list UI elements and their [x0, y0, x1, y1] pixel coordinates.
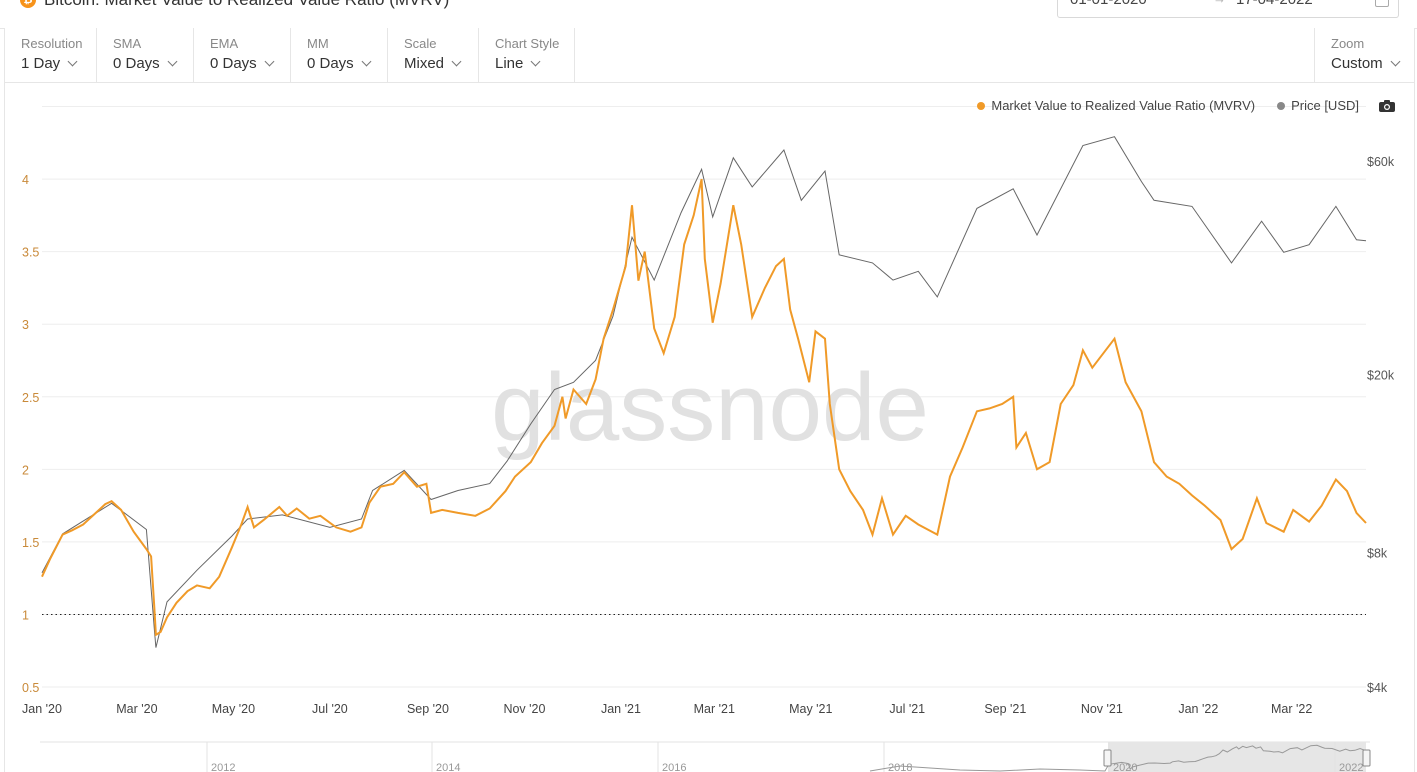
x-axis-tick-label: Sep '20	[407, 702, 449, 716]
chart-frame	[4, 83, 1415, 772]
x-axis-tick-label: Sep '21	[984, 702, 1026, 716]
chart-title: Bitcoin: Market Value to Realized Value …	[44, 0, 449, 10]
mvrv-series-line	[41, 178, 1367, 637]
legend-item-price[interactable]: Price [USD]	[1277, 98, 1359, 113]
chart-legend: Market Value to Realized Value Ratio (MV…	[977, 98, 1359, 113]
scale-label: Scale	[404, 36, 437, 51]
chart-style-dropdown[interactable]: Chart Style Line	[479, 28, 575, 82]
left-axis-ticks: 0.5 1 1.5 2 2.5 3 3.5 4	[22, 173, 39, 695]
navigator-price-line	[869, 744, 1366, 772]
chart-style-value: Line	[495, 55, 541, 72]
title-wrap: ₿ Bitcoin: Market Value to Realized Valu…	[20, 0, 449, 10]
camera-icon[interactable]	[1378, 99, 1396, 113]
chart-header: ₿ Bitcoin: Market Value to Realized Valu…	[0, 0, 1417, 29]
arrow-right-icon: →	[1213, 0, 1226, 6]
chart-controls: Resolution 1 Day SMA 0 Days EMA 0 Days M…	[4, 28, 1415, 83]
legend-item-mvrv[interactable]: Market Value to Realized Value Ratio (MV…	[977, 98, 1255, 113]
x-axis-tick-label: Jul '21	[889, 702, 925, 716]
x-axis-tick-label: Nov '20	[503, 702, 545, 716]
scale-dropdown[interactable]: Scale Mixed	[388, 28, 479, 82]
x-axis-tick-label: Jan '21	[601, 702, 641, 716]
right-axis-tick-label: $4k	[1367, 681, 1388, 695]
zoom-dropdown[interactable]: Zoom Custom	[1314, 28, 1414, 82]
navigator-left-handle[interactable]	[1103, 749, 1112, 767]
scale-value: Mixed	[404, 55, 462, 72]
left-axis-tick-label: 2	[22, 463, 29, 477]
bitcoin-icon: ₿	[20, 0, 36, 8]
x-axis-tick-label: Jan '20	[22, 702, 62, 716]
navigator-year-label: 2016	[662, 762, 686, 772]
resolution-label: Resolution	[21, 36, 83, 51]
navigator-window[interactable]	[1108, 742, 1366, 772]
left-axis-tick-label: 0.5	[22, 681, 39, 695]
mm-label: MM	[307, 36, 329, 51]
navigator-year-label: 2012	[211, 762, 235, 772]
x-axis-tick-label: Mar '22	[1271, 702, 1312, 716]
resolution-value: 1 Day	[21, 55, 78, 72]
resolution-dropdown[interactable]: Resolution 1 Day	[5, 28, 97, 82]
mm-dropdown[interactable]: MM 0 Days	[291, 28, 388, 82]
calendar-icon[interactable]	[1375, 0, 1389, 7]
x-axis-tick-label: Jul '20	[312, 702, 348, 716]
right-axis-ticks: $4k $8k $20k $60k	[1367, 155, 1395, 695]
zoom-value: Custom	[1331, 55, 1401, 72]
date-end-input[interactable]: 17-04-2022	[1236, 0, 1313, 8]
navigator-right-handle[interactable]	[1362, 749, 1371, 767]
mm-value: 0 Days	[307, 55, 372, 72]
range-navigator[interactable]: 2012 2014 2016 2018 2020 2022	[40, 741, 1371, 772]
x-axis-tick-label: Mar '20	[116, 702, 157, 716]
right-axis-tick-label: $8k	[1367, 546, 1388, 560]
ema-value: 0 Days	[210, 55, 275, 72]
ema-label: EMA	[210, 36, 239, 51]
left-axis-tick-label: 1	[22, 608, 29, 622]
navigator-year-label: 2020	[1113, 762, 1137, 772]
sma-value: 0 Days	[113, 55, 178, 72]
x-axis-tick-label: May '20	[212, 702, 255, 716]
watermark: glassnode	[491, 354, 929, 461]
legend-swatch	[977, 101, 986, 110]
navigator-year-label: 2014	[436, 762, 460, 772]
x-axis-tick-label: May '21	[789, 702, 832, 716]
right-axis-tick-label: $60k	[1367, 155, 1395, 169]
chart-style-label: Chart Style	[495, 36, 560, 51]
x-axis-tick-label: Jan '22	[1178, 702, 1218, 716]
left-axis-tick-label: 2.5	[22, 391, 39, 405]
sma-dropdown[interactable]: SMA 0 Days	[97, 28, 194, 82]
x-axis-tick-label: Mar '21	[694, 702, 735, 716]
left-axis-tick-label: 3.5	[22, 246, 39, 260]
navigator-year-label: 2022	[1339, 762, 1363, 772]
zoom-label: Zoom	[1331, 36, 1365, 51]
navigator-year-labels: 2012 2014 2016 2018 2020 2022	[206, 742, 1363, 772]
legend-label: Market Value to Realized Value Ratio (MV…	[991, 98, 1256, 113]
x-axis-ticks: Jan '20 Mar '20 May '20 Jul '20 Sep '20 Nov '…	[22, 702, 1312, 716]
date-range-picker[interactable]: 01-01-2020 → 17-04-2022	[1057, 0, 1399, 18]
date-start-input[interactable]: 01-01-2020	[1070, 0, 1147, 8]
left-axis-tick-label: 4	[22, 173, 29, 187]
legend-swatch	[1277, 101, 1286, 110]
left-axis-tick-label: 3	[22, 318, 29, 332]
navigator-year-label: 2018	[888, 762, 912, 772]
sma-label: SMA	[113, 36, 142, 51]
right-axis-tick-label: $20k	[1367, 368, 1395, 382]
x-axis-tick-label: Nov '21	[1081, 702, 1123, 716]
left-axis-tick-label: 1.5	[22, 536, 39, 550]
legend-label: Price [USD]	[1291, 98, 1359, 113]
ema-dropdown[interactable]: EMA 0 Days	[194, 28, 291, 82]
price-series-line	[41, 136, 1367, 648]
